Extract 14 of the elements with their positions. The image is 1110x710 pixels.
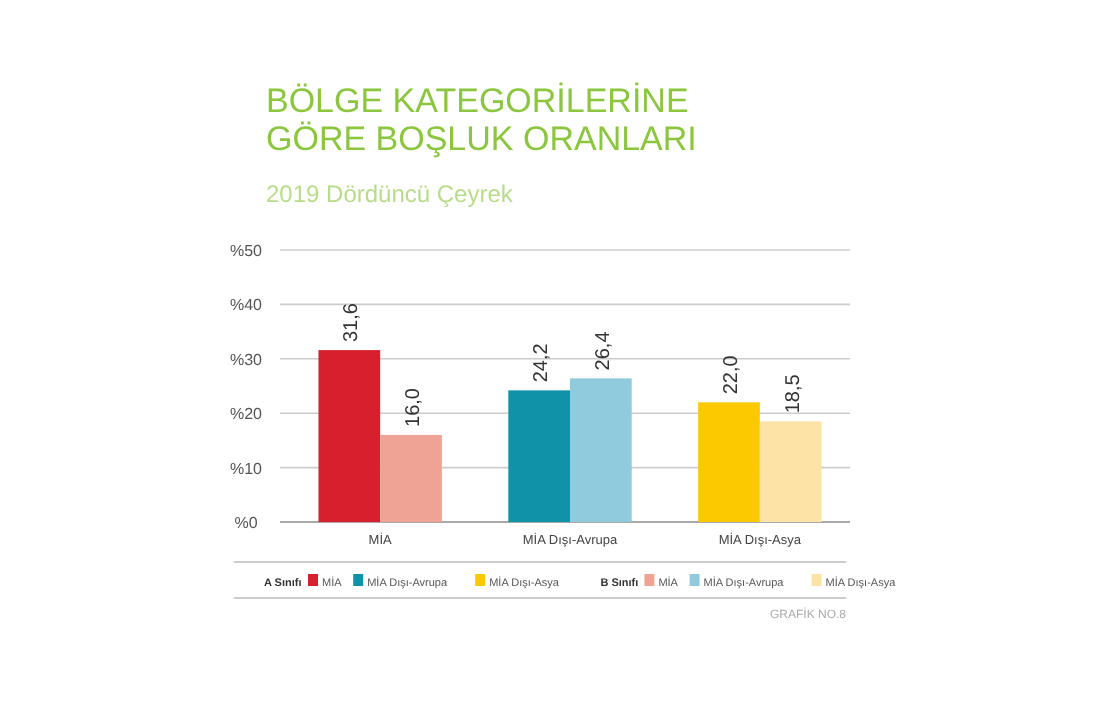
data-label: 24,2 xyxy=(531,342,554,383)
chart-title: BÖLGE KATEGORİLERİNE GÖRE BOŞLUK ORANLARI xyxy=(266,82,697,158)
chart-subtitle: 2019 Dördüncü Çeyrek xyxy=(266,180,515,208)
y-tick-label: %20 xyxy=(229,405,264,424)
y-tick-label: %50 xyxy=(229,242,264,260)
data-label: 22,0 xyxy=(720,354,743,395)
data-label: 16,0 xyxy=(403,387,426,427)
y-tick-label: %30 xyxy=(229,350,264,369)
y-tick-label: %0 xyxy=(234,514,259,532)
data-label: 26,4 xyxy=(592,330,615,371)
y-tick-label: %10 xyxy=(229,459,264,478)
y-tick-label: %40 xyxy=(229,296,264,315)
data-label: 18,5 xyxy=(782,373,805,414)
data-label: 31,6 xyxy=(341,302,364,343)
